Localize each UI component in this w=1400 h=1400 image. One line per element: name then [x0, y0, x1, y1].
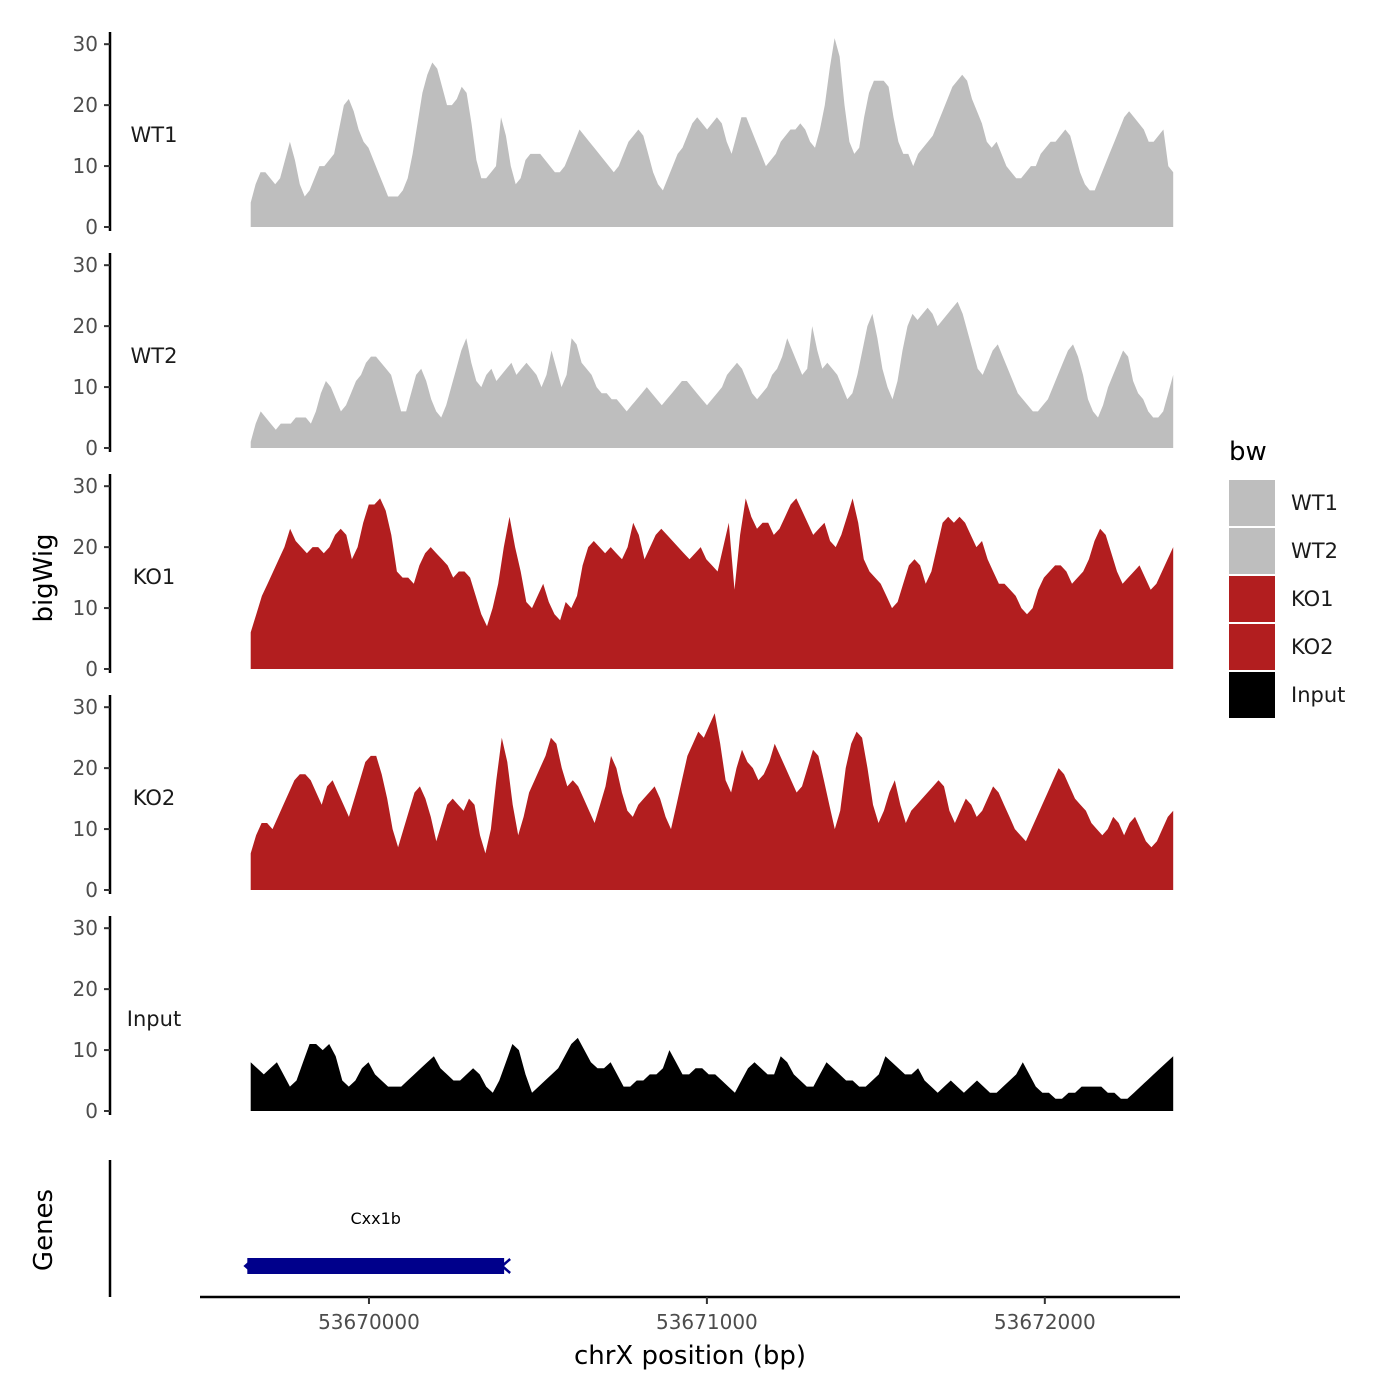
legend-label-wt1: WT1 — [1291, 491, 1338, 515]
x-axis: 53670000 53671000 53672000 — [200, 1295, 1180, 1334]
x-axis-title: chrX position (bp) — [574, 1341, 806, 1371]
y-tick-label: 0 — [85, 436, 98, 460]
legend-key-input — [1229, 672, 1275, 718]
track-wt1: 0 10 20 30 WT1 — [73, 32, 1174, 239]
track-ko1: 0 10 20 30 KO1 — [73, 474, 1174, 681]
y-tick-label: 30 — [73, 32, 98, 56]
legend-label-ko1: KO1 — [1291, 587, 1334, 611]
track-label-wt2: WT2 — [131, 344, 178, 368]
gene-strand-arrow — [500, 1258, 511, 1274]
y-tick-label: 30 — [73, 253, 98, 277]
track-ko2: 0 10 20 30 KO2 — [73, 695, 1174, 902]
gene-track: Cxx1b — [108, 1160, 511, 1297]
area-ko2 — [250, 713, 1174, 890]
x-tick-label: 53670000 — [318, 1310, 420, 1334]
x-tick-label: 53671000 — [656, 1310, 758, 1334]
track-wt2: 0 10 20 30 WT2 — [73, 253, 1174, 460]
legend-label-ko2: KO2 — [1291, 635, 1334, 659]
legend-label-wt2: WT2 — [1291, 539, 1338, 563]
y-tick-label: 10 — [73, 817, 98, 841]
x-tick-label: 53672000 — [994, 1310, 1096, 1334]
y-tick-label: 30 — [73, 916, 98, 940]
track-label-input: Input — [127, 1007, 181, 1031]
y-tick-label: 30 — [73, 695, 98, 719]
y-tick-label: 10 — [73, 154, 98, 178]
area-wt1 — [250, 38, 1174, 227]
area-ko1 — [250, 498, 1174, 669]
y-tick-label: 0 — [85, 657, 98, 681]
legend: bw WT1 WT2 KO1 KO2 Input — [1229, 437, 1345, 718]
area-wt2 — [250, 301, 1174, 448]
legend-title: bw — [1229, 437, 1267, 467]
gene-strand-arrow — [243, 1258, 255, 1274]
y-tick-label: 30 — [73, 474, 98, 498]
genes-axis-title: Genes — [29, 1189, 59, 1271]
track-input: 0 10 20 30 Input — [73, 916, 1174, 1123]
y-tick-label: 20 — [73, 756, 98, 780]
y-tick-label: 0 — [85, 878, 98, 902]
y-tick-label: 10 — [73, 375, 98, 399]
y-tick-label: 20 — [73, 535, 98, 559]
track-label-ko2: KO2 — [133, 786, 176, 810]
y-tick-label: 10 — [73, 596, 98, 620]
legend-key-wt1 — [1229, 480, 1275, 526]
gene-label: Cxx1b — [350, 1209, 400, 1228]
y-tick-label: 10 — [73, 1038, 98, 1062]
legend-key-wt2 — [1229, 528, 1275, 574]
legend-key-ko2 — [1229, 624, 1275, 670]
y-tick-label: 0 — [85, 215, 98, 239]
track-label-wt1: WT1 — [131, 123, 178, 147]
area-input — [250, 1037, 1174, 1111]
y-tick-label: 20 — [73, 977, 98, 1001]
legend-key-ko1 — [1229, 576, 1275, 622]
track-panels: 0 10 20 30 WT1 0 10 20 30 WT2 0 10 20 30 KO1 0 10 20 30 KO2… — [73, 32, 1174, 1123]
legend-label-input: Input — [1291, 683, 1345, 707]
gene-body — [247, 1258, 505, 1274]
track-label-ko1: KO1 — [133, 565, 176, 589]
y-tick-label: 20 — [73, 93, 98, 117]
y-tick-label: 0 — [85, 1099, 98, 1123]
y-tick-label: 20 — [73, 314, 98, 338]
y-axis-title: bigWig — [29, 533, 59, 622]
